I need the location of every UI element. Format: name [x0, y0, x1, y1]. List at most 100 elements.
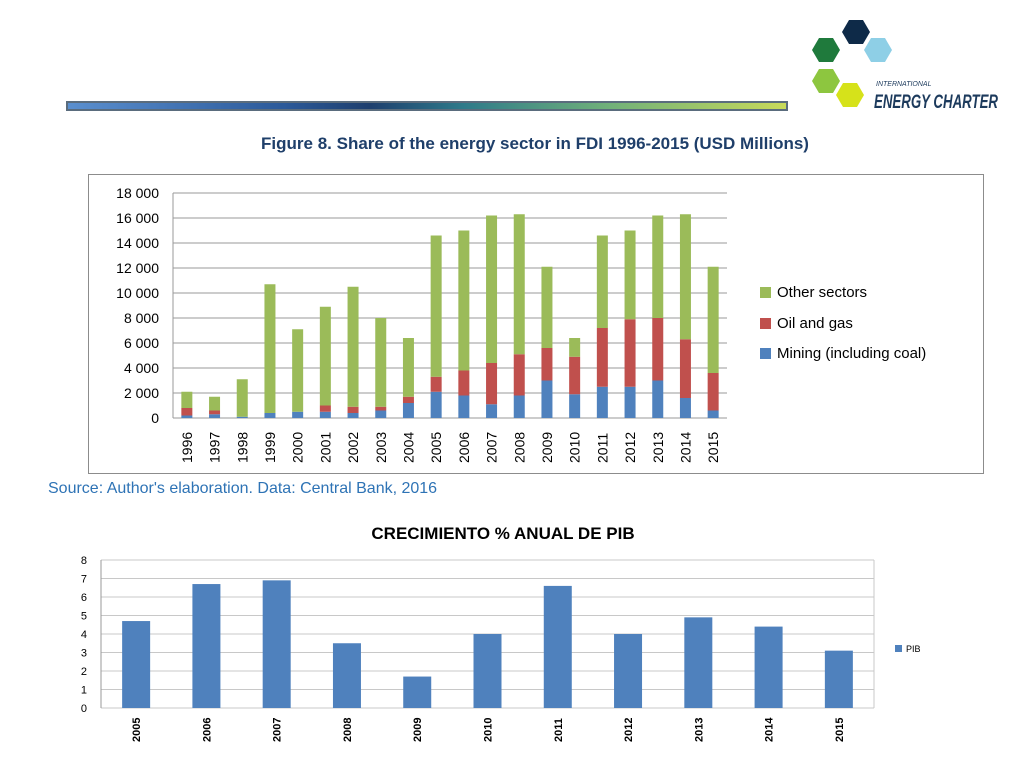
fdi-bar-segment — [319, 405, 331, 412]
fdi-x-tick-label: 2007 — [484, 432, 500, 463]
fdi-y-tick-label: 8 000 — [124, 310, 159, 326]
gdp-legend-label: PIB — [906, 644, 921, 654]
fdi-legend-label: Oil and gas — [777, 315, 853, 332]
gdp-x-tick-label: 2011 — [553, 718, 565, 742]
fdi-x-tick-label: 2008 — [511, 432, 527, 463]
gdp-x-tick-label: 2009 — [412, 718, 424, 742]
gdp-bar — [754, 626, 783, 708]
fdi-x-tick-label: 2012 — [622, 432, 638, 463]
fdi-bar-segment — [707, 373, 719, 411]
fdi-bar-segment — [236, 379, 248, 417]
gdp-x-tick-label: 2014 — [764, 717, 776, 742]
gdp-x-tick-label: 2008 — [342, 718, 354, 742]
fdi-bar-segment — [375, 406, 387, 411]
fdi-bar-segment — [541, 266, 553, 348]
fdi-y-tick-label: 16 000 — [116, 210, 159, 226]
fdi-bar-segment — [624, 230, 636, 320]
fdi-bar-segment — [541, 380, 553, 418]
fdi-bar-segment — [181, 408, 193, 416]
fdi-bar-segment — [402, 396, 414, 403]
fdi-x-tick-label: 2002 — [345, 432, 361, 463]
gdp-x-tick-label: 2010 — [483, 718, 495, 742]
gdp-y-tick-label: 3 — [81, 648, 87, 660]
fdi-bar-segment — [458, 370, 470, 396]
fdi-bar-segment — [458, 230, 470, 371]
fdi-bar-segment — [347, 406, 359, 413]
gdp-y-tick-label: 1 — [81, 685, 87, 697]
fdi-bar-segment — [486, 215, 498, 363]
figure-title: Figure 8. Share of the energy sector in … — [261, 134, 809, 153]
fdi-y-tick-label: 0 — [151, 410, 159, 426]
fdi-x-tick-label: 2010 — [567, 432, 583, 463]
logo-hexagon-lightblue — [864, 38, 892, 62]
fdi-x-tick-label: 2000 — [290, 432, 306, 463]
gdp-y-tick-label: 4 — [81, 629, 87, 641]
fdi-bar-segment — [430, 376, 442, 392]
fdi-x-tick-label: 1997 — [207, 432, 223, 463]
fdi-bar-segment — [375, 410, 387, 418]
fdi-bar-segment — [264, 284, 276, 413]
fdi-bar-segment — [624, 386, 636, 418]
fdi-stacked-bar-chart: 0 2 000 4 000 6 000 8 000 10 000 12 000 14 000 1… — [116, 185, 926, 463]
fdi-bar-segment — [679, 398, 691, 418]
fdi-legend-swatch — [760, 318, 771, 329]
fdi-bar-segment — [181, 415, 193, 418]
fdi-bar-segment — [596, 328, 608, 387]
gdp-legend-swatch — [895, 645, 902, 652]
fdi-bar-segment — [486, 363, 498, 405]
fdi-x-tick-label: 1996 — [179, 432, 195, 463]
gdp-bar — [684, 617, 713, 708]
gdp-bar — [262, 580, 291, 708]
fdi-bar-segment — [596, 235, 608, 328]
fdi-bar-segment — [679, 214, 691, 340]
fdi-x-tick-label: 2013 — [650, 432, 666, 463]
fdi-bar-segment — [486, 404, 498, 418]
logo-main-text: ENERGY CHARTER — [874, 92, 998, 113]
fdi-bar-segment — [624, 319, 636, 387]
gdp-y-tick-label: 5 — [81, 611, 87, 623]
fdi-legend-swatch — [760, 287, 771, 298]
fdi-bar-segment — [264, 413, 276, 418]
fdi-y-tick-label: 14 000 — [116, 235, 159, 251]
fdi-bar-segment — [430, 235, 442, 377]
gdp-y-tick-label: 7 — [81, 574, 87, 586]
fdi-bar-segment — [292, 411, 304, 418]
fdi-bar-segment — [652, 318, 664, 381]
fdi-bar-segment — [347, 413, 359, 418]
fdi-y-tick-label: 6 000 — [124, 335, 159, 351]
fdi-y-tick-label: 12 000 — [116, 260, 159, 276]
fdi-x-tick-label: 2006 — [456, 432, 472, 463]
fdi-bar-segment — [541, 348, 553, 381]
fdi-bar-segment — [319, 306, 331, 406]
source-note: Source: Author's elaboration. Data: Cent… — [48, 480, 438, 497]
fdi-y-tick-label: 2 000 — [124, 385, 159, 401]
gdp-bar — [332, 643, 361, 708]
fdi-bar-segment — [596, 386, 608, 418]
fdi-chart-frame: 0 2 000 4 000 6 000 8 000 10 000 12 000 14 000 1… — [88, 174, 984, 474]
fdi-bar-segment — [430, 391, 442, 418]
gdp-y-tick-label: 2 — [81, 666, 87, 678]
gdp-x-tick-label: 2006 — [201, 718, 213, 742]
fdi-x-tick-label: 2015 — [705, 432, 721, 463]
fdi-x-tick-label: 2004 — [400, 432, 416, 463]
logo-hexagon-limegreen — [812, 69, 840, 93]
fdi-bar-segment — [513, 214, 525, 355]
gdp-bar — [543, 585, 572, 708]
fdi-bar-segment — [181, 391, 193, 408]
fdi-bar-segment — [347, 286, 359, 407]
fdi-bar-segment — [236, 416, 248, 418]
gdp-y-tick-label: 6 — [81, 592, 87, 604]
logo-hexagon-yellow — [836, 83, 864, 107]
fdi-y-tick-label: 18 000 — [116, 185, 159, 201]
logo-hexagon-darkgreen — [812, 38, 840, 62]
fdi-bar-segment — [652, 215, 664, 318]
fdi-bar-segment — [209, 396, 221, 411]
fdi-bar-segment — [458, 395, 470, 418]
gdp-x-tick-label: 2013 — [693, 718, 705, 742]
fdi-bar-segment — [513, 395, 525, 418]
fdi-bar-segment — [402, 403, 414, 418]
gdp-x-tick-label: 2015 — [834, 718, 846, 742]
fdi-y-tick-label: 4 000 — [124, 360, 159, 376]
fdi-x-tick-label: 2005 — [428, 432, 444, 463]
header-gradient-bar — [66, 101, 788, 111]
